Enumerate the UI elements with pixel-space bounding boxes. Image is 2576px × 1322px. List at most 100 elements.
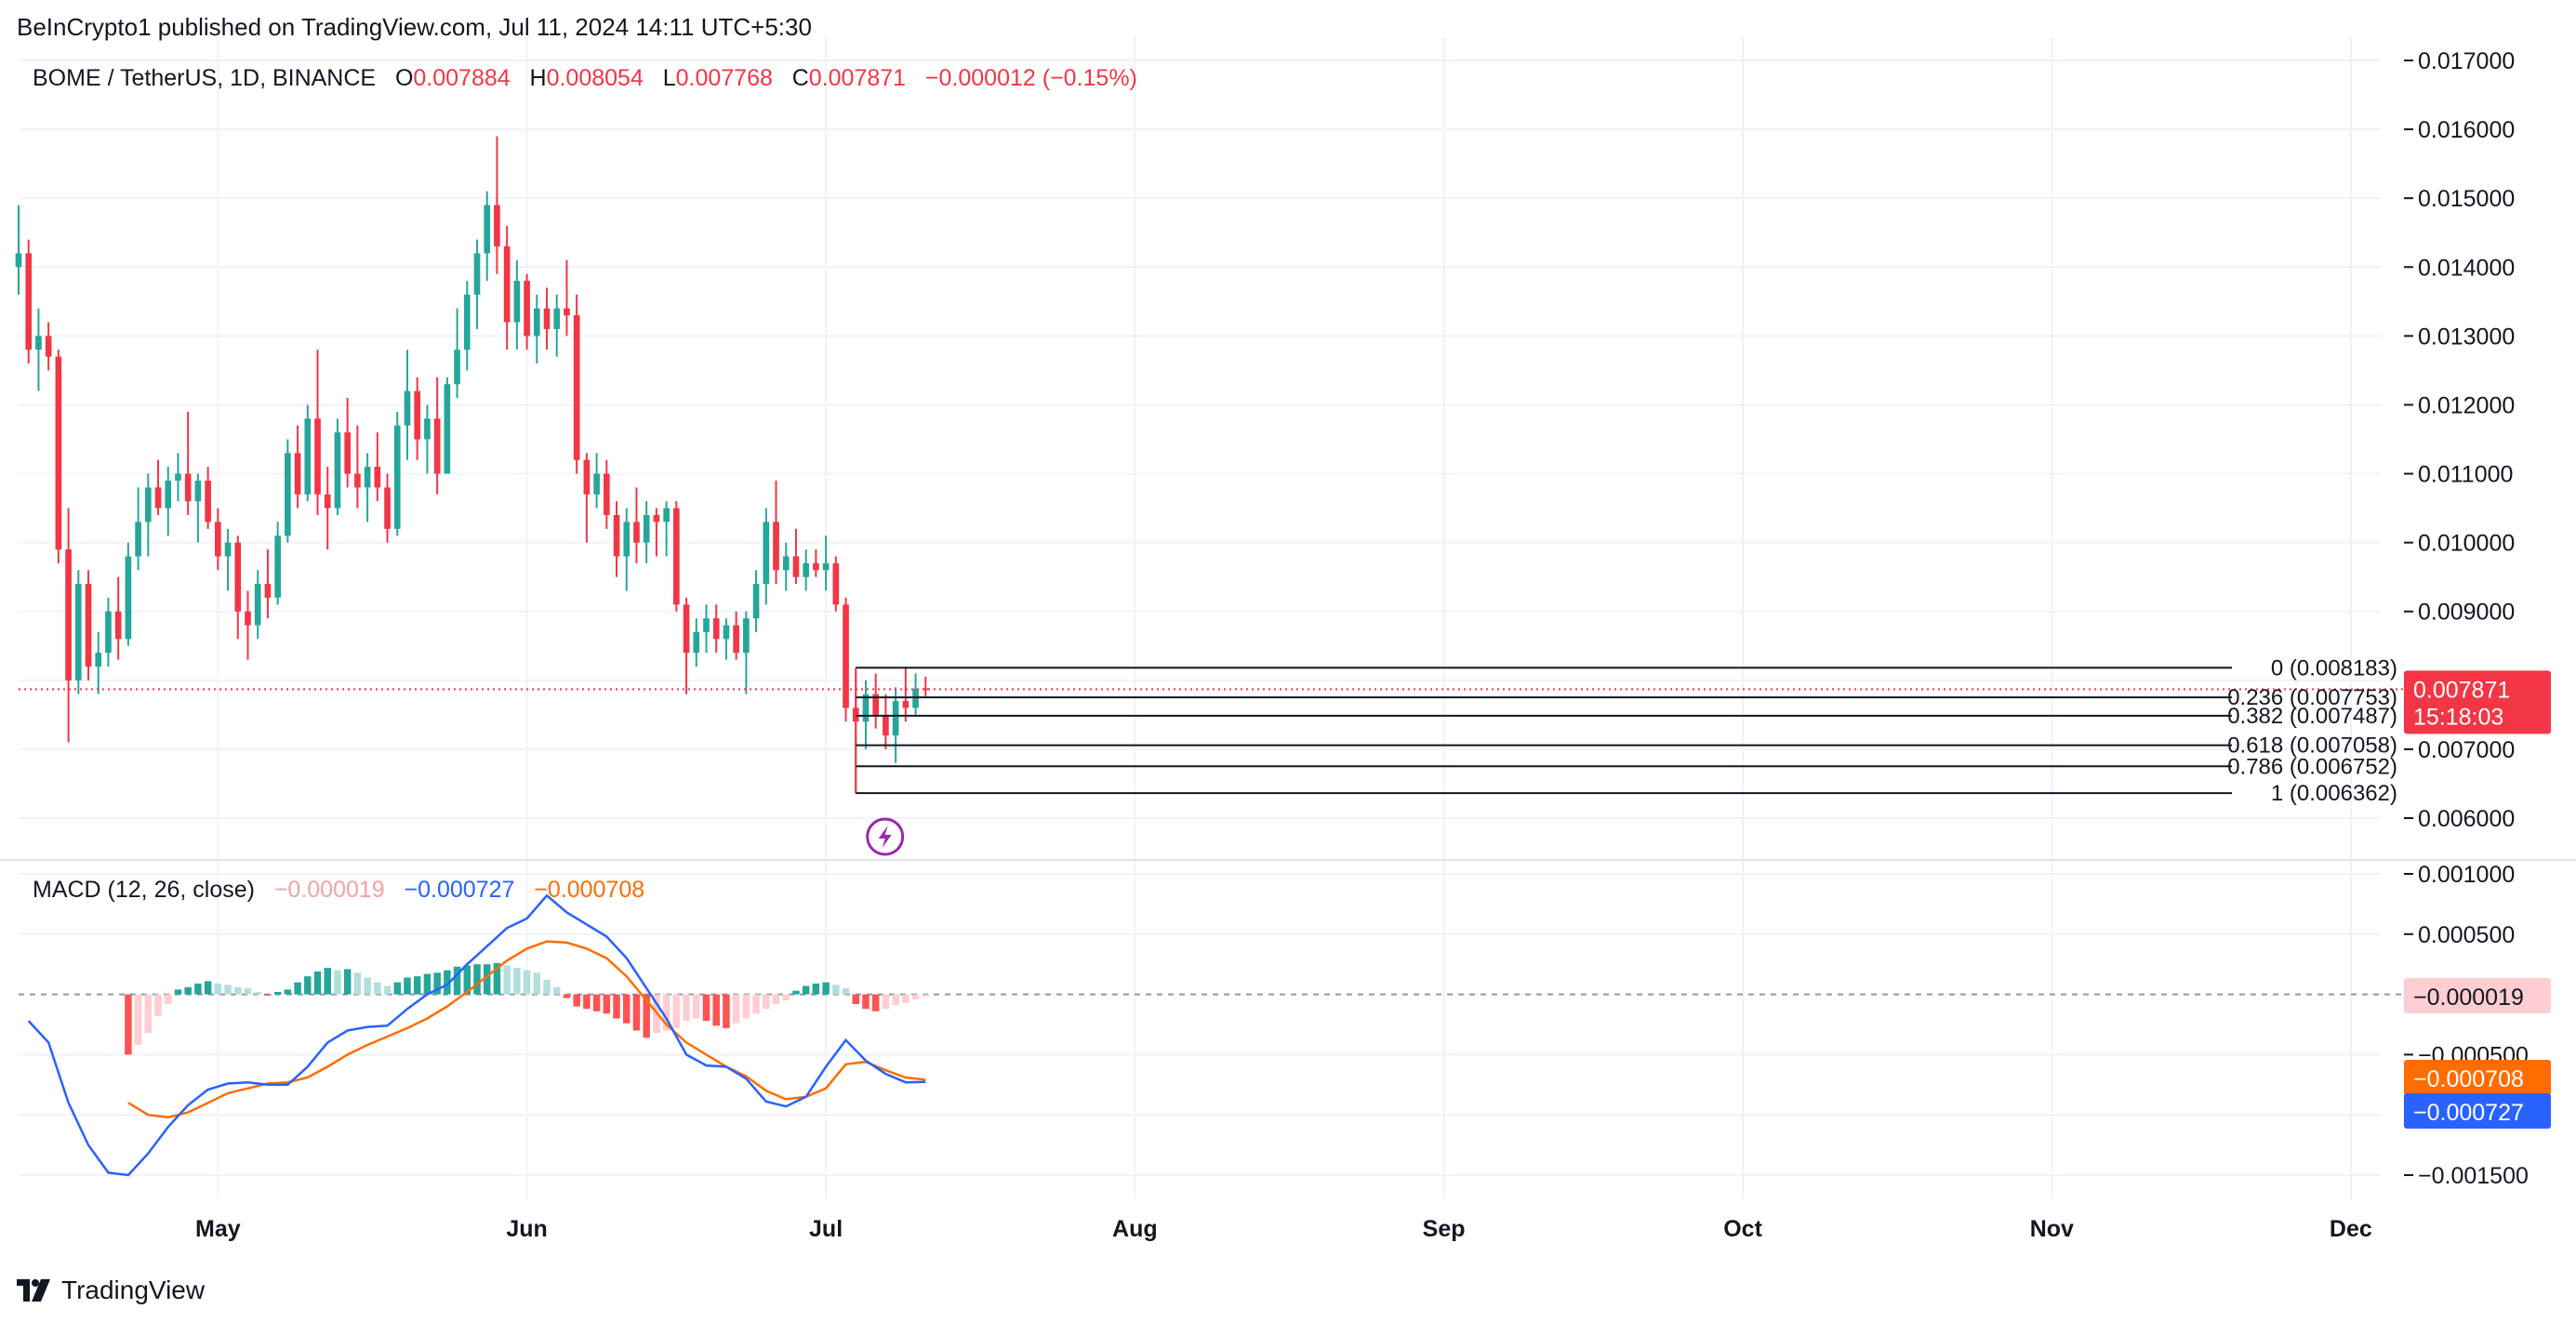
candle-body — [65, 549, 72, 681]
candle — [723, 618, 730, 660]
candle-body — [723, 625, 730, 640]
candle — [414, 377, 421, 460]
candle-body — [184, 473, 192, 502]
candle — [205, 467, 211, 529]
candle — [234, 535, 242, 640]
candle-body — [503, 246, 511, 323]
macd-histogram-bar — [374, 982, 381, 995]
candle — [404, 350, 411, 460]
macd-title: MACD (12, 26, close) — [33, 877, 255, 903]
legend-low-label: L — [662, 65, 676, 91]
candle-body — [813, 562, 819, 571]
price-tick-label: 0.006000 — [2418, 806, 2515, 832]
candle — [543, 287, 551, 350]
fib-level-label: 0.382 (0.007487) — [2227, 704, 2397, 729]
macd-histogram-bar — [592, 994, 601, 1011]
macd-histogram-bar — [184, 986, 192, 995]
macd-histogram-bar — [882, 994, 890, 1010]
legend-open-value: 0.007884 — [413, 65, 511, 91]
candle-body — [374, 467, 381, 488]
candle-body — [902, 701, 910, 708]
candle — [433, 377, 441, 495]
candle-body — [872, 694, 880, 715]
macd-histogram-bar — [144, 994, 153, 1034]
macd-histogram-bar — [383, 985, 392, 995]
macd-histogram-badge-bg — [2404, 978, 2551, 1014]
candle — [583, 453, 591, 543]
candle-body — [95, 653, 102, 667]
candle — [324, 467, 331, 550]
candle — [393, 411, 401, 536]
macd-histogram-bar — [723, 994, 730, 1028]
macd-histogram-bar — [353, 972, 362, 995]
candle — [573, 294, 580, 474]
candle-body — [603, 473, 610, 515]
macd-signal-badge-label: −0.000708 — [2413, 1066, 2524, 1092]
candle-body — [444, 384, 451, 474]
macd-histogram-bar — [503, 965, 511, 995]
candle — [354, 425, 361, 509]
candle-body — [633, 522, 640, 543]
macd-histogram-bar — [922, 994, 930, 998]
candle — [533, 294, 540, 364]
candle-body — [314, 418, 321, 495]
candle-body — [364, 467, 371, 488]
macd-histogram-bar — [313, 971, 322, 995]
macd-histogram-bar — [304, 976, 312, 995]
candle — [792, 528, 800, 585]
candle — [35, 308, 42, 391]
macd-histogram-bar — [294, 982, 301, 995]
macd-histogram-bar — [662, 994, 671, 1031]
macd-line — [27, 893, 926, 1177]
macd-tick-label: 0.000500 — [2418, 922, 2515, 948]
candle-body — [593, 473, 600, 495]
macd-histogram-bar — [792, 990, 800, 995]
price-tick-label: 0.013000 — [2418, 324, 2515, 350]
macd-histogram-bar — [892, 994, 899, 1006]
publisher-caption: BeInCrypto1 published on TradingView.com… — [17, 13, 812, 41]
candle-body — [673, 508, 680, 605]
candle-body — [533, 308, 540, 337]
candle — [653, 508, 660, 557]
candle — [334, 418, 341, 515]
price-tick-label: 0.011000 — [2418, 462, 2513, 488]
brand-name: TradingView — [61, 1276, 206, 1304]
event-markers — [866, 817, 905, 856]
candle — [444, 377, 451, 474]
candle-body — [344, 432, 351, 474]
price-tick-label: 0.010000 — [2418, 531, 2515, 557]
candle-body — [114, 611, 122, 640]
macd-histogram-bar — [224, 985, 232, 995]
footer-brand[interactable]: TradingView — [17, 1276, 205, 1305]
candle — [752, 570, 760, 632]
candle — [125, 542, 132, 646]
macd-histogram-bar — [852, 994, 860, 1004]
candle-body — [15, 253, 22, 268]
candle-body — [205, 480, 211, 522]
macd-legend: MACD (12, 26, close) −0.000019 −0.000727… — [33, 877, 644, 904]
candle — [184, 411, 192, 515]
last-price-value: 0.007871 — [2413, 677, 2510, 703]
macd-histogram-bar — [772, 994, 780, 1004]
candle — [194, 473, 202, 543]
candle-body — [175, 473, 181, 481]
candle-body — [583, 459, 591, 495]
candle-body — [743, 618, 750, 654]
candle — [114, 576, 122, 660]
candle — [503, 225, 511, 350]
lightning-icon — [866, 817, 905, 856]
candle-body — [384, 487, 391, 529]
candle — [314, 350, 321, 515]
candle-body — [613, 515, 620, 557]
candle-body — [274, 535, 281, 598]
candle — [673, 501, 680, 612]
macd-histogram-bar — [732, 994, 740, 1024]
candle-body — [135, 522, 141, 557]
candle — [513, 259, 521, 350]
macd-pane — [19, 893, 2404, 1177]
price-axis: 0.017000 0.016000 0.015000 0.014000 0.013000… — [2404, 48, 2529, 1189]
macd-histogram-bar — [822, 982, 830, 995]
candle-body — [74, 584, 82, 681]
candle-body — [733, 625, 739, 654]
macd-histogram-bar — [763, 994, 770, 1010]
